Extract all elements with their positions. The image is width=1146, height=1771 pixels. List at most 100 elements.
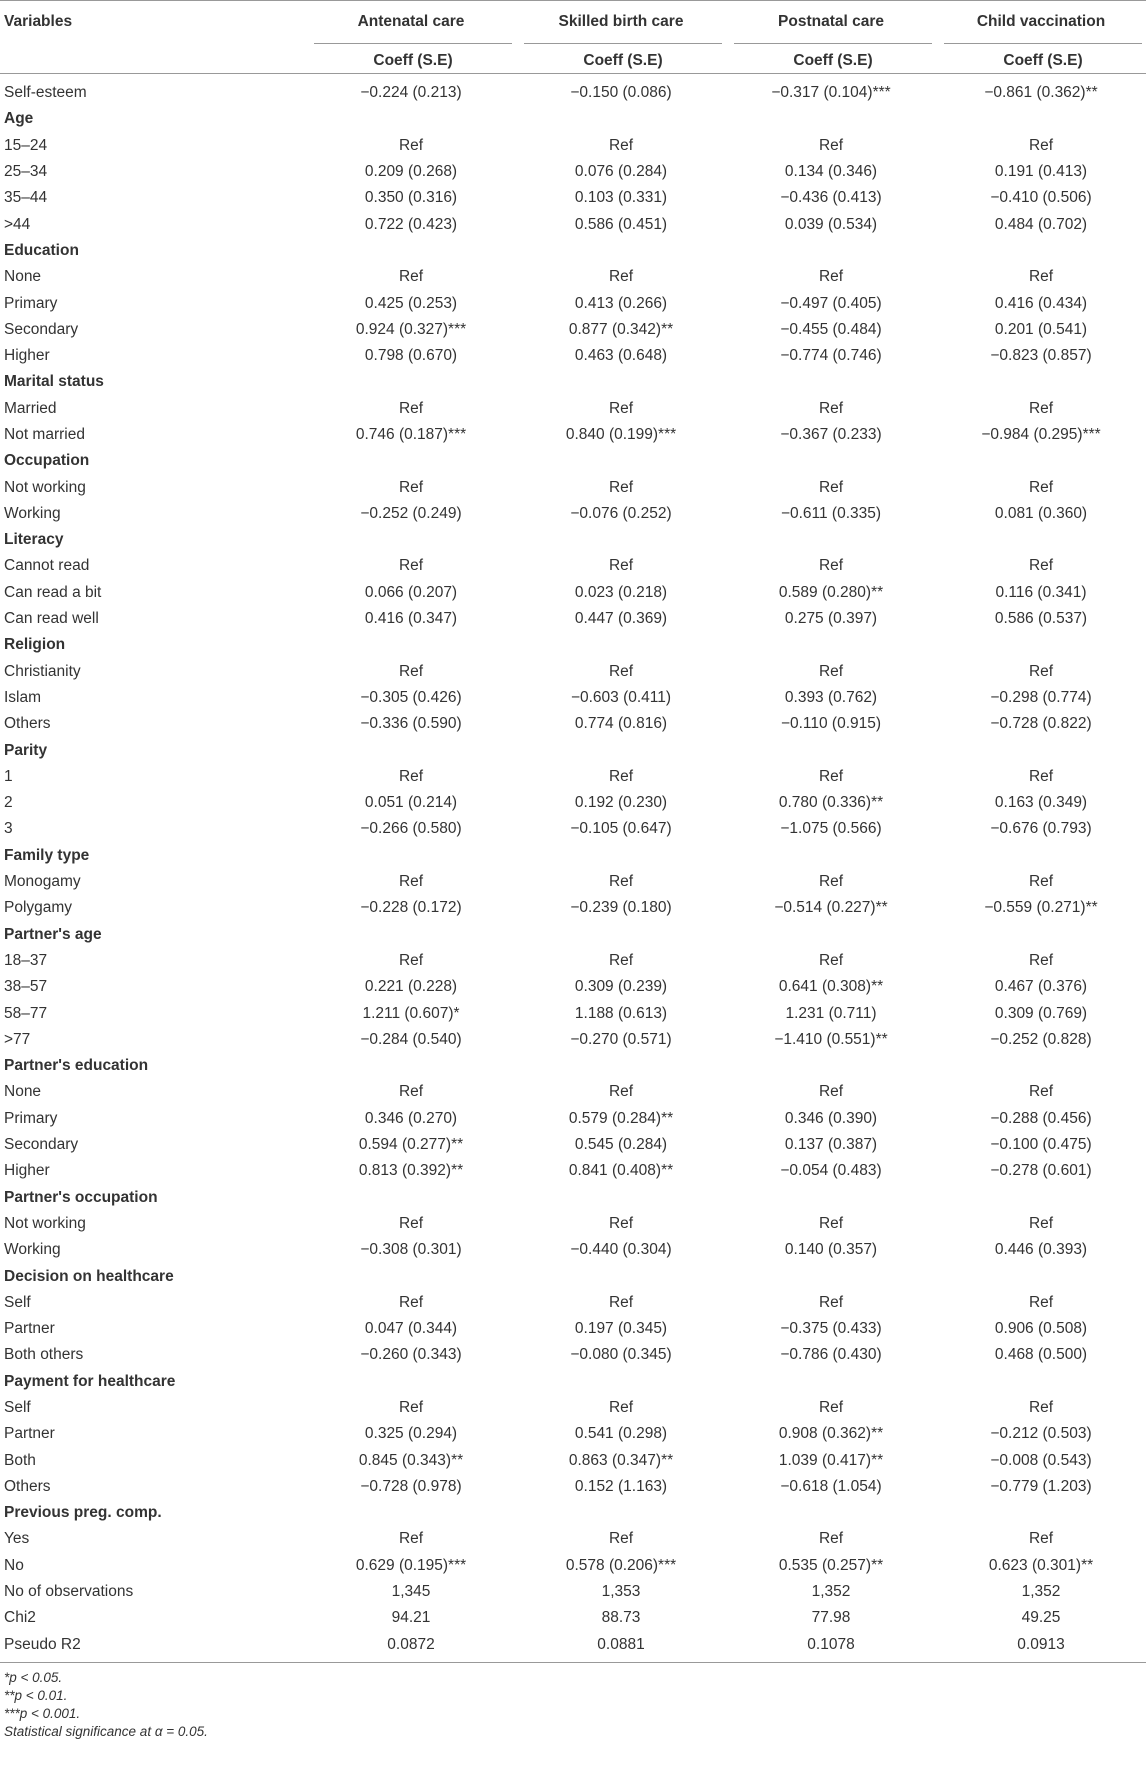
section-label: Payment for healthcare [4, 1372, 176, 1390]
data-row: Self Ref Ref Ref Ref [0, 1290, 1146, 1316]
data-row: Monogamy Ref Ref Ref Ref [0, 869, 1146, 895]
coefficient: −0.336 (0.590) [360, 715, 462, 733]
coefficient: −0.514 (0.227)** [774, 899, 888, 917]
subheader: Coeff (S.E) [524, 42, 722, 70]
section-row: Payment for healthcare [0, 1369, 1146, 1395]
row-label: Self [4, 1398, 31, 1416]
coefficient: Ref [608, 1530, 634, 1548]
section-row: Age [0, 106, 1146, 132]
coefficient: −0.239 (0.180) [570, 899, 672, 917]
coefficient: 0.191 (0.413) [994, 163, 1088, 181]
row-label: Partner [4, 1425, 55, 1443]
data-row: Married Ref Ref Ref Ref [0, 396, 1146, 422]
section-label: Partner's age [4, 925, 102, 943]
row-label: Cannot read [4, 557, 90, 575]
row-label: 18–37 [4, 951, 48, 969]
coefficient: Ref [398, 1398, 424, 1416]
data-row: Not working Ref Ref Ref Ref [0, 474, 1146, 500]
row-label: Yes [4, 1530, 30, 1548]
coefficient: Ref [818, 873, 844, 891]
row-label: None [4, 268, 42, 286]
coefficient: 0.924 (0.327)*** [355, 320, 467, 338]
coefficient: −1.410 (0.551)** [774, 1030, 888, 1048]
data-row: Working −0.252 (0.249) −0.076 (0.252) −0.61… [0, 501, 1146, 527]
data-row: 18–37 Ref Ref Ref Ref [0, 948, 1146, 974]
coefficient: 0.076 (0.284) [574, 163, 668, 181]
coefficient: 0.446 (0.393) [994, 1241, 1088, 1259]
data-row: Not working Ref Ref Ref Ref [0, 1211, 1146, 1237]
section-row: Parity [0, 737, 1146, 763]
coefficient: −0.305 (0.426) [360, 688, 462, 706]
coefficient: 1,352 [811, 1583, 851, 1601]
subheader: Coeff (S.E) [944, 42, 1142, 70]
section-label: Parity [4, 741, 48, 759]
subheader-cell: Coeff (S.E) [516, 39, 726, 74]
coefficient: −0.278 (0.601) [990, 1162, 1092, 1180]
data-row: 58–77 1.211 (0.607)* 1.188 (0.613) 1.231 (0… [0, 1000, 1146, 1026]
coefficient: Ref [818, 136, 844, 154]
coefficient: 0.134 (0.346) [784, 163, 878, 181]
coefficient: −0.224 (0.213) [360, 84, 462, 102]
coefficient: 0.623 (0.301)** [988, 1556, 1094, 1574]
section-row: Education [0, 238, 1146, 264]
row-label: No [4, 1556, 24, 1574]
coefficient: −0.054 (0.483) [780, 1162, 882, 1180]
coefficient: Ref [818, 662, 844, 680]
coefficient: 0.641 (0.308)** [778, 978, 884, 996]
data-row: Can read well 0.416 (0.347) 0.447 (0.369) 0… [0, 606, 1146, 632]
coefficient: −0.375 (0.433) [780, 1320, 882, 1338]
coefficient: 0.023 (0.218) [574, 583, 668, 601]
row-label: >77 [4, 1030, 31, 1048]
coefficient: −0.252 (0.249) [360, 504, 462, 522]
row-label: Working [4, 1241, 61, 1259]
coefficient: 0.047 (0.344) [364, 1320, 458, 1338]
data-row: Secondary 0.924 (0.327)*** 0.877 (0.342)**… [0, 317, 1146, 343]
coefficient: 0.578 (0.206)*** [565, 1556, 677, 1574]
section-row: Family type [0, 843, 1146, 869]
coefficient: Ref [608, 1293, 634, 1311]
blank-cell [0, 39, 306, 74]
coefficient: 0.425 (0.253) [364, 294, 458, 312]
footnote: Statistical significance at α = 0.05. [4, 1723, 208, 1739]
coefficient: 0.746 (0.187)*** [355, 426, 467, 443]
coefficient: Ref [1028, 1398, 1054, 1416]
data-row: Both 0.845 (0.343)** 0.863 (0.347)** 1.039 … [0, 1447, 1146, 1473]
coefficient: 0.0881 [516, 1631, 726, 1663]
coefficient: Ref [1028, 767, 1054, 785]
column-header: Antenatal care [306, 0, 516, 39]
coefficient: 0.1078 [726, 1631, 936, 1663]
column-header: Child vaccination [936, 0, 1146, 39]
row-label: Both others [4, 1346, 84, 1364]
coefficient: Ref [1028, 1083, 1054, 1101]
row-label: 58–77 [4, 1004, 48, 1022]
row-label: Both [4, 1451, 36, 1469]
coefficient: 0.416 (0.347) [364, 610, 458, 628]
coefficient: Ref [398, 1083, 424, 1101]
footnotes: *p < 0.05. **p < 0.01. ***p < 0.001. Statis… [0, 1663, 1146, 1741]
coefficient: −0.150 (0.086) [570, 84, 672, 102]
section-label: Occupation [4, 452, 90, 470]
data-row: 3 −0.266 (0.580) −0.105 (0.647) −1.075 (0.5… [0, 816, 1146, 842]
coefficient: Ref [1028, 399, 1054, 417]
coefficient: Ref [818, 1293, 844, 1311]
row-label: Partner [4, 1320, 55, 1338]
coefficient: Ref [398, 767, 424, 785]
section-row: Decision on healthcare [0, 1263, 1146, 1289]
row-label: Higher [4, 1162, 50, 1180]
coefficient: −0.436 (0.413) [780, 189, 882, 207]
coefficient: Ref [818, 767, 844, 785]
coefficient: 0.192 (0.230) [574, 794, 668, 812]
data-row: Both others −0.260 (0.343) −0.080 (0.345) −… [0, 1342, 1146, 1368]
coefficient: −0.100 (0.475) [990, 1136, 1092, 1154]
coefficient: −0.779 (1.203) [990, 1477, 1092, 1495]
coefficient: Ref [398, 1530, 424, 1548]
coefficient: Ref [1028, 557, 1054, 575]
coefficient: −0.076 (0.252) [570, 504, 672, 522]
footnote: *p < 0.05. [4, 1669, 63, 1685]
coefficient: 0.463 (0.648) [574, 347, 668, 365]
row-label: 1 [4, 767, 13, 785]
coefficient: Ref [398, 557, 424, 575]
data-row: Working −0.308 (0.301) −0.440 (0.304) 0.140… [0, 1237, 1146, 1263]
coefficient: −0.080 (0.345) [570, 1346, 672, 1364]
coefficient: Ref [1028, 951, 1054, 969]
